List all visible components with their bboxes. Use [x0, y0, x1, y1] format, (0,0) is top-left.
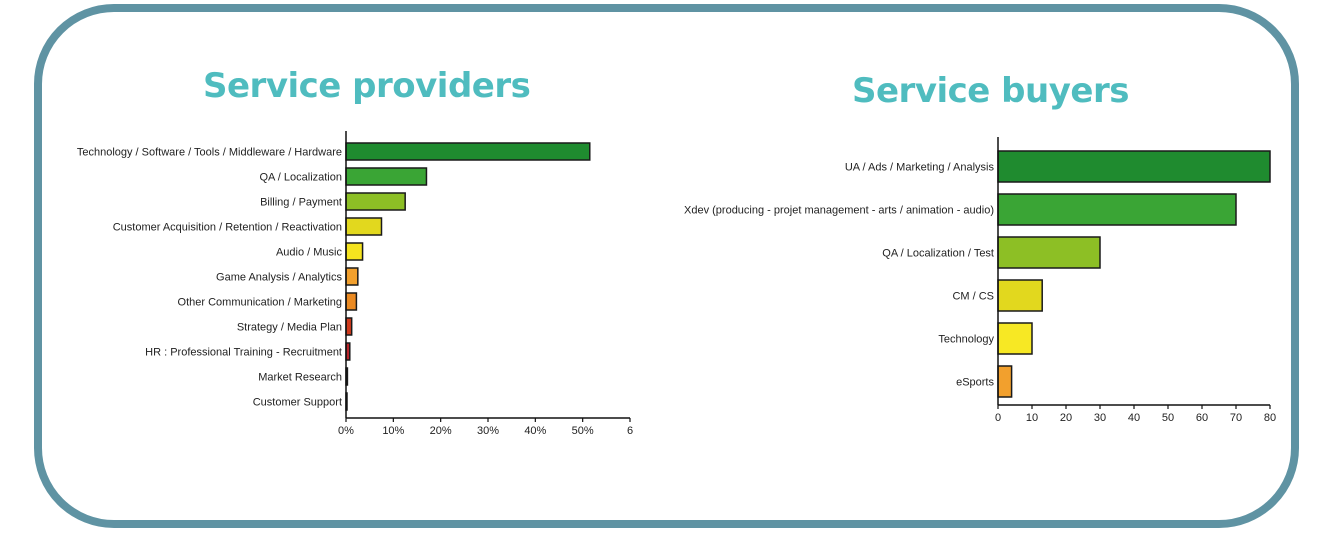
- service-buyers-bar-chart: UA / Ads / Marketing / Analysis Xdev (pro…: [684, 137, 1276, 424]
- bar: [997, 322, 1033, 355]
- category-label: CM / CS: [952, 291, 994, 303]
- x-tick-label: 50%: [572, 425, 594, 437]
- x-tick-label: 50: [1162, 412, 1174, 424]
- category-label: Strategy / Media Plan: [237, 322, 342, 334]
- x-tick-label: 20: [1060, 412, 1072, 424]
- x-tick-label: 10: [1026, 412, 1038, 424]
- category-label: QA / Localization: [259, 172, 342, 184]
- x-tick-label: 40: [1128, 412, 1140, 424]
- bar: [997, 365, 1013, 398]
- x-tick-label: 70: [1230, 412, 1242, 424]
- category-label: Market Research: [258, 372, 342, 384]
- x-tick-label: 0%: [338, 425, 354, 437]
- service-providers-bar-chart: Technology / Software / Tools / Middlewa…: [77, 131, 633, 437]
- category-label: QA / Localization / Test: [882, 248, 994, 260]
- x-tick-label: 0: [995, 412, 1001, 424]
- chart-title-service-buyers: Service buyers: [852, 71, 1129, 111]
- category-label: Technology / Software / Tools / Middlewa…: [77, 147, 342, 159]
- x-tick-label: 60: [1196, 412, 1208, 424]
- x-tick-label: 40%: [524, 425, 546, 437]
- category-label: Customer Support: [253, 397, 342, 409]
- x-tick-label: 20%: [430, 425, 452, 437]
- category-label: HR : Professional Training - Recruitment: [145, 347, 342, 359]
- bar: [997, 193, 1237, 226]
- x-tick-label: 6: [627, 425, 633, 437]
- category-label: Audio / Music: [276, 247, 343, 259]
- category-label: eSports: [956, 377, 994, 389]
- x-tick-label: 10%: [382, 425, 404, 437]
- x-tick-label: 80: [1264, 412, 1276, 424]
- category-label: Game Analysis / Analytics: [216, 272, 342, 284]
- bar: [997, 150, 1271, 183]
- category-label: Customer Acquisition / Retention / React…: [113, 222, 342, 234]
- bar: [997, 236, 1101, 269]
- category-label: UA / Ads / Marketing / Analysis: [845, 162, 995, 174]
- bar: [997, 279, 1043, 312]
- category-label: Other Communication / Marketing: [178, 297, 342, 309]
- category-label: Xdev (producing - projet management - ar…: [684, 205, 994, 217]
- category-label: Billing / Payment: [260, 197, 342, 209]
- chart-title-service-providers: Service providers: [203, 66, 531, 106]
- x-tick-label: 30%: [477, 425, 499, 437]
- x-tick-label: 30: [1094, 412, 1106, 424]
- category-label: Technology: [938, 334, 994, 346]
